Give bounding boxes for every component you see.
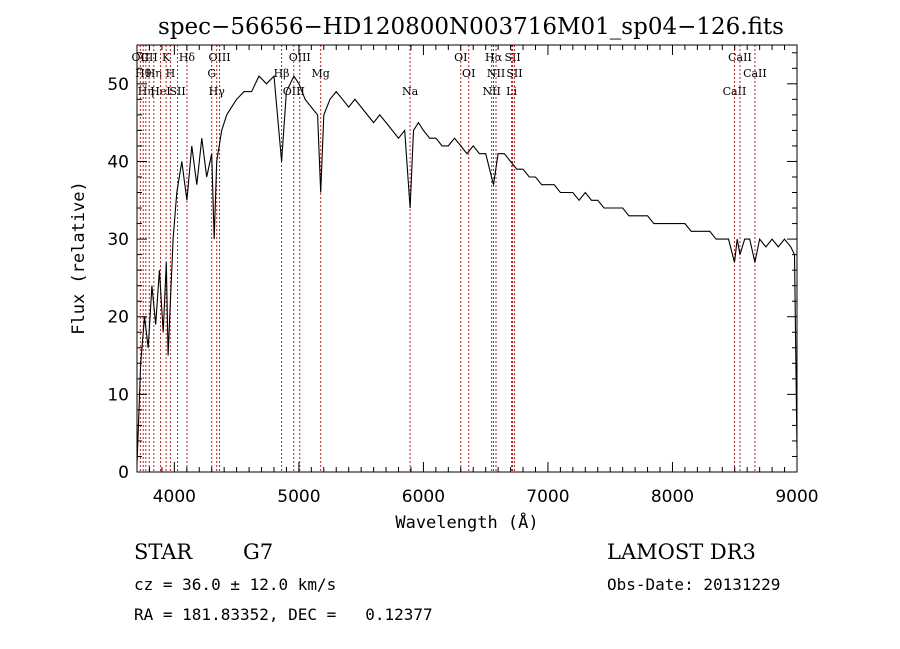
line-marker-label: Mg [312,67,330,80]
y-axis: 0 10 20 30 40 50 [107,52,797,483]
line-marker-label: Na [402,85,419,98]
line-marker-label: OI [454,51,467,64]
y-tick-label: 20 [107,308,129,328]
y-tick-label: 30 [107,230,129,250]
line-marker-label: CaII [743,67,767,80]
x-tick-label: 8000 [651,487,694,507]
line-marker-label: NII [482,85,500,98]
x-tick-label: 4000 [153,487,196,507]
line-marker-label: Hγ [209,85,226,98]
line-marker-label: SII [504,51,520,64]
line-marker-label: OIII [289,51,311,64]
line-marker-label: Hα [485,51,503,64]
line-marker-label: Hη [138,85,154,98]
y-tick-label: 0 [118,463,129,483]
redshift-readout: cz = 36.0 ± 12.0 km/s [134,575,337,594]
line-marker-label: K [162,51,171,64]
x-tick-label: 5000 [277,487,320,507]
line-marker-label: H [166,67,176,80]
subclass: G7 [243,540,274,564]
x-tick-label: 6000 [402,487,445,507]
coordinates-readout: RA = 181.83352, DEC = 0.12377 [134,605,433,624]
line-marker-label: OII [132,51,150,64]
line-marker-label: CII [141,51,158,64]
line-marker-label: SII [169,85,185,98]
object-type: STAR [134,540,193,564]
plot-frame [136,44,798,473]
emission-line-markers: OIIHθHηCIIHηHeIKHSIIHδGHγOIIIHβOIIIOIIIM… [132,45,767,472]
survey-name: LAMOST DR3 [607,540,756,564]
line-marker-label: G [207,67,216,80]
line-marker-label: NII [487,67,505,80]
x-tick-label: 9000 [775,487,818,507]
y-tick-label: 40 [107,152,129,172]
chart-title: spec−56656−HD120800N003716M01_sp04−126.f… [158,14,784,40]
line-marker-label: Hβ [274,67,290,80]
x-tick-label: 7000 [526,487,569,507]
spectrum-line [136,74,798,465]
y-tick-label: 10 [107,385,129,405]
x-axis: 4000 5000 6000 7000 8000 9000 [136,45,819,507]
line-marker-label: Hδ [179,51,196,64]
line-marker-label: CaII [728,51,752,64]
obs-date: Obs-Date: 20131229 [607,575,781,594]
line-marker-label: HeI [150,85,170,98]
line-marker-label: OI [462,67,475,80]
y-tick-label: 50 [107,75,129,95]
line-marker-label: OIII [209,51,231,64]
y-axis-label: Flux (relative) [69,181,89,335]
line-marker-label: Li [506,85,517,98]
line-marker-label: Hη [146,67,162,80]
line-marker-label: SII [506,67,522,80]
line-marker-label: CaII [723,85,747,98]
line-marker-label: Hθ [135,67,152,80]
x-axis-label: Wavelength (Å) [395,511,538,533]
